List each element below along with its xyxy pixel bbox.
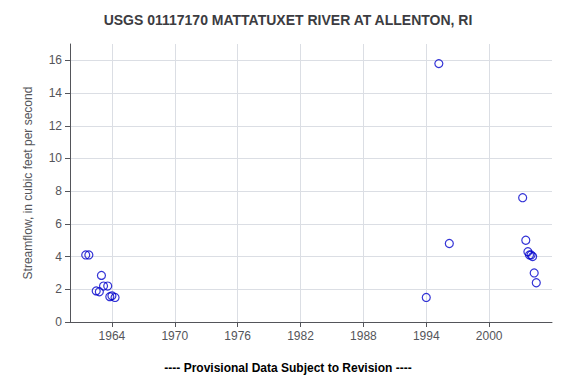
svg-text:12: 12 bbox=[49, 119, 63, 133]
svg-text:2: 2 bbox=[55, 282, 62, 296]
svg-text:1964: 1964 bbox=[99, 329, 126, 343]
svg-text:8: 8 bbox=[55, 184, 62, 198]
svg-text:USGS 01117170 MATTATUXET RIVER: USGS 01117170 MATTATUXET RIVER AT ALLENT… bbox=[104, 12, 473, 28]
svg-text:10: 10 bbox=[49, 151, 63, 165]
svg-text:14: 14 bbox=[49, 86, 63, 100]
svg-text:---- Provisional Data Subject: ---- Provisional Data Subject to Revisio… bbox=[164, 361, 411, 375]
svg-text:0: 0 bbox=[55, 315, 62, 329]
svg-text:1982: 1982 bbox=[287, 329, 314, 343]
svg-text:16: 16 bbox=[49, 53, 63, 67]
svg-text:4: 4 bbox=[55, 250, 62, 264]
svg-text:1988: 1988 bbox=[350, 329, 377, 343]
svg-text:1970: 1970 bbox=[161, 329, 188, 343]
svg-text:2000: 2000 bbox=[476, 329, 503, 343]
svg-text:1994: 1994 bbox=[413, 329, 440, 343]
svg-text:1976: 1976 bbox=[224, 329, 251, 343]
svg-text:Streamflow, in cubic feet per: Streamflow, in cubic feet per second bbox=[21, 87, 35, 280]
svg-text:6: 6 bbox=[55, 217, 62, 231]
